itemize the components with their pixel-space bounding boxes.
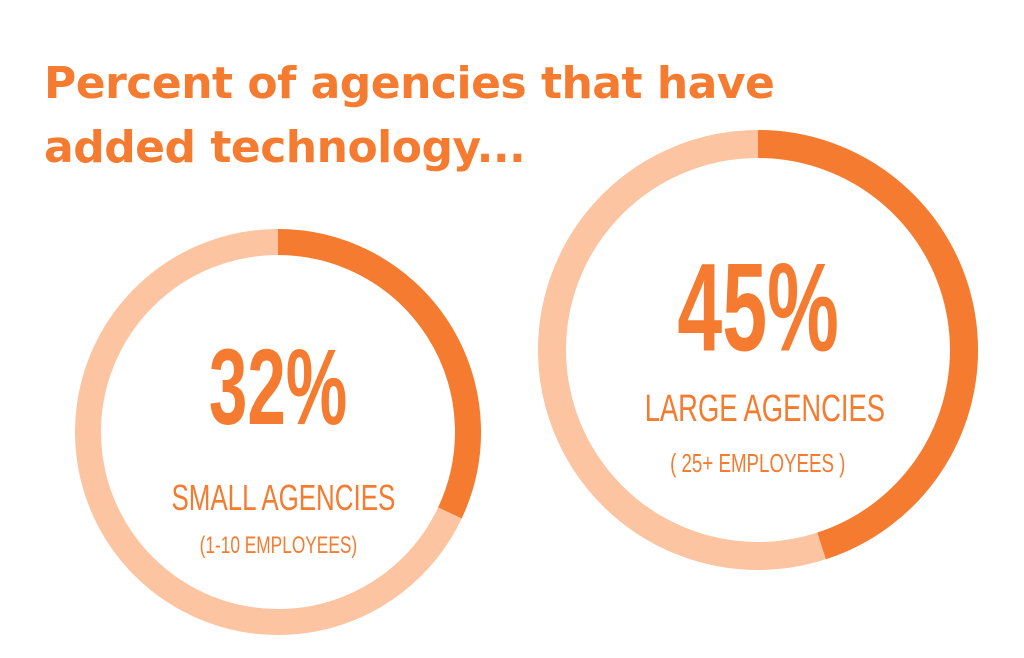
small-agencies-label-text: SMALL AGENCIES — [171, 477, 396, 518]
small-agencies-percent-value: 32% — [208, 327, 348, 448]
large-agencies-sublabel: ( 25+ EMPLOYEES ) — [628, 446, 888, 480]
large-agencies-donut-value-arc — [757, 130, 978, 560]
large-agencies-label: LARGE AGENCIES — [598, 386, 918, 432]
large-agencies-label-text: LARGE AGENCIES — [644, 388, 885, 430]
chart-title-line-1: Percent of agencies that have — [44, 58, 775, 109]
large-agencies-sublabel-text: ( 25+ EMPLOYEES ) — [670, 448, 846, 478]
small-agencies-sublabel: (1-10 EMPLOYEES) — [158, 530, 398, 562]
small-agencies-donut-value-arc — [277, 229, 481, 519]
chart-title-line-2: added technology... — [44, 122, 526, 173]
small-agencies-percent: 32% — [138, 318, 418, 458]
large-agencies-percent-value: 45% — [677, 237, 839, 378]
chart-title: Percent of agencies that have added tech… — [44, 52, 804, 180]
small-agencies-label: SMALL AGENCIES — [128, 476, 428, 520]
large-agencies-percent: 45% — [598, 228, 918, 388]
small-agencies-sublabel-text: (1-10 EMPLOYEES) — [199, 532, 357, 559]
